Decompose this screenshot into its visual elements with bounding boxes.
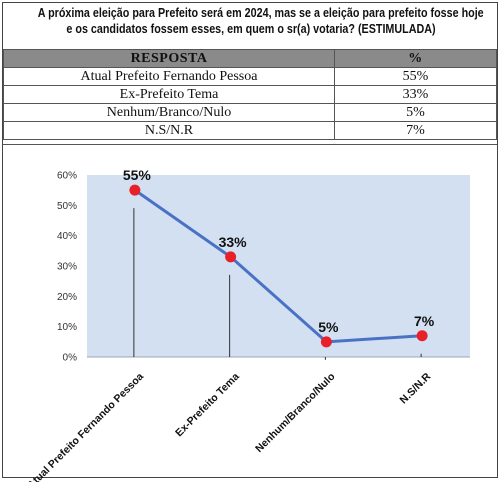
plot-area bbox=[87, 175, 470, 357]
panel-frame bbox=[2, 2, 498, 478]
data-point bbox=[129, 184, 141, 196]
row-value: 5% bbox=[334, 103, 497, 122]
y-tick-label: 0% bbox=[63, 353, 78, 364]
data-label: 55% bbox=[123, 167, 152, 183]
row-label: N.S/N.R bbox=[3, 121, 335, 140]
x-tick-label: Ex-Prefeito Tema bbox=[173, 371, 242, 440]
header-resposta: RESPOSTA bbox=[3, 49, 335, 68]
x-tick-label: Nenhum/Branco/Nulo bbox=[253, 371, 337, 455]
y-tick-label: 40% bbox=[57, 231, 77, 242]
question-line-2: e os candidatos fossem esses, em quem o … bbox=[66, 22, 436, 36]
y-tick-label: 20% bbox=[57, 292, 77, 303]
data-label: 7% bbox=[414, 313, 435, 329]
question-line-1: A próxima eleição para Prefeito será em … bbox=[37, 6, 484, 20]
row-value: 7% bbox=[334, 121, 497, 140]
y-tick-label: 50% bbox=[57, 201, 77, 212]
y-tick-label: 60% bbox=[57, 171, 77, 182]
y-tick-label: 30% bbox=[57, 262, 77, 273]
x-tick-label: N.S/N.R bbox=[398, 370, 434, 406]
table-row: N.S/N.R 7% bbox=[3, 121, 497, 140]
x-tick-label: Atual Prefeito Fernando Pessoa bbox=[25, 371, 146, 482]
results-table: RESPOSTA % Atual Prefeito Fernando Pesso… bbox=[3, 49, 497, 140]
series-line bbox=[134, 188, 423, 344]
section-divider bbox=[3, 144, 497, 145]
data-label: 33% bbox=[219, 234, 248, 250]
table-row: Ex-Prefeito Tema 33% bbox=[3, 85, 497, 104]
y-tick-label: 10% bbox=[57, 322, 77, 333]
data-point bbox=[225, 251, 237, 263]
data-point bbox=[320, 336, 332, 348]
data-point bbox=[416, 330, 428, 342]
question-text: A próxima eleição para Prefeito será em … bbox=[37, 5, 484, 37]
data-label: 5% bbox=[318, 319, 339, 335]
table-row: Nenhum/Branco/Nulo 5% bbox=[3, 103, 497, 122]
